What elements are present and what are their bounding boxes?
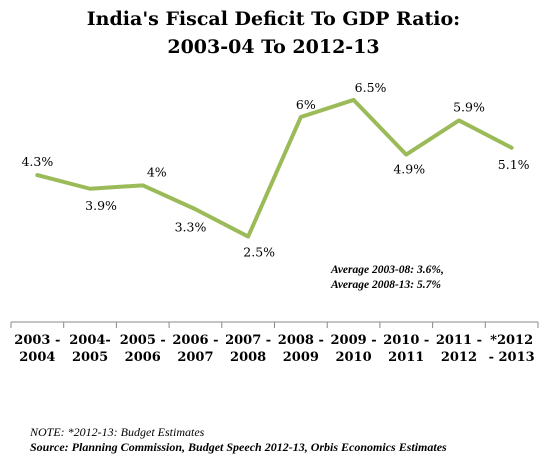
source-note: Source: Planning Commission, Budget Spee… xyxy=(30,440,447,454)
x-tick-label: 2004- xyxy=(69,333,111,348)
footnote: NOTE: *2012-13: Budget Estimates xyxy=(30,425,205,439)
x-tick-label: 2005 xyxy=(72,350,108,365)
x-tick-label: *2012 xyxy=(490,333,533,348)
x-tick-label: 2006 xyxy=(125,350,161,365)
x-tick-label: 2008 xyxy=(230,350,266,365)
data-label: 4.9% xyxy=(393,162,425,177)
annotation-average-2003-08: Average 2003-08: 3.6%, xyxy=(331,264,444,276)
x-tick-label: 2005 - xyxy=(120,333,166,348)
x-tick-label: 2004 xyxy=(19,350,55,365)
x-tick-label: 2011 xyxy=(388,350,424,365)
x-tick-label: 2009 - xyxy=(330,333,376,348)
x-tick-label: 2008 - xyxy=(278,333,324,348)
x-tick-label: 2011 - xyxy=(436,333,482,348)
x-tick-label: 2007 - xyxy=(225,333,271,348)
chart-title: India's Fiscal Deficit To GDP Ratio: xyxy=(86,8,461,30)
x-tick-label: 2010 - xyxy=(383,333,429,348)
data-label: 6% xyxy=(296,97,316,112)
x-tick-label: 2009 xyxy=(283,350,319,365)
data-label: 2.5% xyxy=(243,245,275,260)
data-label: 5.1% xyxy=(498,157,530,172)
data-label: 3.9% xyxy=(85,198,117,213)
series-line xyxy=(35,97,514,239)
x-tick-label: 2012 xyxy=(441,350,477,365)
x-tick-label: - 2013 xyxy=(489,350,535,365)
x-tick-label: 2010 xyxy=(335,350,371,365)
data-label: 5.9% xyxy=(453,99,485,114)
data-label: 4.3% xyxy=(21,154,53,169)
chart-subtitle: 2003-04 To 2012-13 xyxy=(167,36,380,58)
data-label: 3.3% xyxy=(175,219,207,234)
x-tick-label: 2003 - xyxy=(14,333,60,348)
annotation-average-2008-13: Average 2008-13: 5.7% xyxy=(331,279,441,291)
x-tick-label: 2007 xyxy=(177,350,213,365)
data-label: 6.5% xyxy=(355,80,387,95)
data-label: 4% xyxy=(147,164,167,179)
x-tick-label: 2006 - xyxy=(172,333,218,348)
